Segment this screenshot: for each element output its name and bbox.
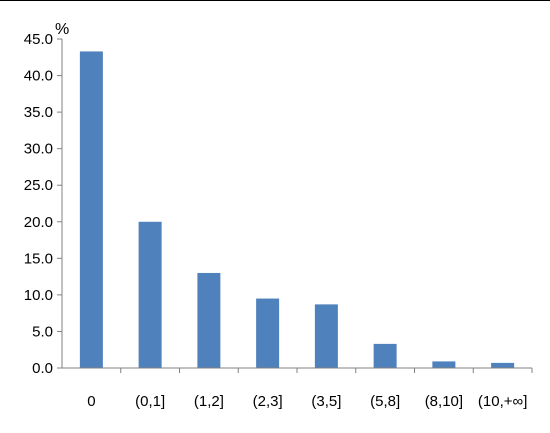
- bar: [432, 361, 456, 368]
- y-tick-label: 15.0: [24, 250, 53, 267]
- y-tick-label: 0.0: [32, 360, 53, 377]
- bar: [197, 272, 221, 368]
- y-axis-ticks: 0.0 5.0 10.0 15.0 20.0 25.0 30.0 35.0 40.0 45.0: [24, 31, 62, 377]
- y-tick-label: 35.0: [24, 104, 53, 121]
- y-axis-unit-label: %: [55, 21, 69, 38]
- x-tick-label: (8,10]: [425, 393, 463, 410]
- bar: [314, 304, 338, 368]
- bar: [138, 221, 162, 368]
- x-tick-label: (10,+∞]: [478, 393, 527, 410]
- y-tick-label: 40.0: [24, 68, 53, 85]
- bar: [256, 298, 280, 368]
- y-tick-label: 45.0: [24, 31, 53, 48]
- y-tick-label: 25.0: [24, 177, 53, 194]
- bars: [79, 51, 515, 368]
- y-tick-label: 20.0: [24, 214, 53, 231]
- bar: [491, 362, 515, 368]
- x-tick-label: (5,8]: [370, 393, 400, 410]
- x-tick-label: 0: [87, 393, 95, 410]
- x-tick-label: (3,5]: [311, 393, 341, 410]
- x-tick-label: (1,2]: [194, 393, 224, 410]
- x-tick-label: (2,3]: [253, 393, 283, 410]
- x-tick-label: (0,1]: [135, 393, 165, 410]
- bar: [79, 51, 103, 368]
- y-tick-label: 10.0: [24, 287, 53, 304]
- y-tick-label: 30.0: [24, 141, 53, 158]
- bar: [373, 343, 397, 368]
- x-axis-labels: 0 (0,1] (1,2] (2,3] (3,5] (5,8] (8,10] (10,+∞]: [87, 368, 533, 410]
- y-tick-label: 5.0: [32, 323, 53, 340]
